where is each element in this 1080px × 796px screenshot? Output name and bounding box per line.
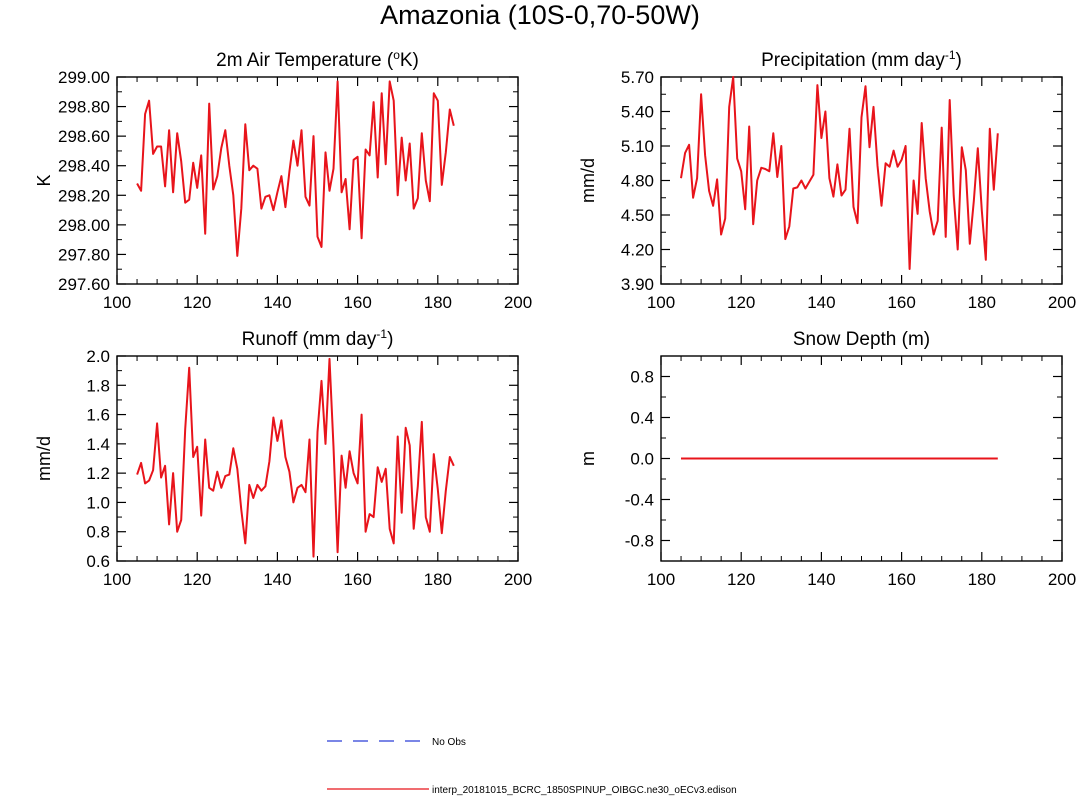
- y-tick-label: 298.20: [58, 186, 110, 205]
- plot-frame: [660, 76, 1063, 285]
- x-tick-label: 100: [103, 570, 131, 589]
- panel-title: 2m Air Temperature (oK): [216, 48, 419, 71]
- legend-label-model: interp_20181015_BCRC_1850SPINUP_OIBGC.ne…: [432, 785, 737, 796]
- y-tick-label: 0.6: [86, 552, 110, 571]
- x-tick-label: 180: [424, 570, 452, 589]
- y-tick-label: 0.4: [630, 409, 654, 428]
- x-tick-label: 120: [183, 293, 211, 312]
- x-tick-label: 140: [263, 570, 291, 589]
- x-tick-label: 120: [727, 570, 755, 589]
- y-tick-label: 0.8: [86, 523, 110, 542]
- y-tick-label: 298.00: [58, 216, 110, 235]
- y-axis-label: mm/d: [34, 436, 54, 481]
- y-tick-label: 5.40: [621, 103, 654, 122]
- y-tick-label: 1.6: [86, 406, 110, 425]
- y-tick-label: 4.80: [621, 172, 654, 191]
- y-tick-label: 5.70: [621, 68, 654, 87]
- x-tick-label: 200: [1048, 570, 1076, 589]
- y-tick-label: 5.10: [621, 137, 654, 156]
- y-tick-label: 299.00: [58, 68, 110, 87]
- panel-2: Precipitation (mm day-1) mm/d 100 120 140 160…: [578, 48, 1076, 312]
- y-tick-label: 298.80: [58, 98, 110, 117]
- y-tick-label: 0.8: [630, 368, 654, 387]
- y-tick-label: 4.20: [621, 241, 654, 260]
- x-tick-label: 180: [968, 293, 996, 312]
- y-tick-label: 0.0: [630, 450, 654, 469]
- x-tick-label: 200: [504, 570, 532, 589]
- panel-title-superscript: -1: [945, 48, 956, 62]
- x-tick-label: 160: [343, 570, 371, 589]
- panel-title-text: 2m Air Temperature (: [216, 50, 394, 71]
- y-tick-label: 3.90: [621, 275, 654, 294]
- y-tick-label: 1.0: [86, 493, 110, 512]
- panel-title-superscript: o: [393, 48, 400, 62]
- y-tick-label: -0.4: [625, 491, 654, 510]
- x-tick-label: 140: [807, 570, 835, 589]
- panel-title-text: Runoff (mm day: [242, 329, 377, 350]
- panel-title-text-end: ): [387, 329, 393, 350]
- x-tick-label: 200: [1048, 293, 1076, 312]
- series-line: [680, 76, 999, 270]
- x-tick-label: 120: [727, 293, 755, 312]
- y-tick-label: -0.8: [625, 532, 654, 551]
- panel-title-text: Precipitation (mm day: [761, 50, 945, 71]
- y-axis-label: K: [34, 174, 54, 186]
- x-tick-label: 160: [887, 570, 915, 589]
- x-tick-label: 120: [183, 570, 211, 589]
- x-tick-label: 100: [103, 293, 131, 312]
- y-tick-label: 297.80: [58, 245, 110, 264]
- y-axis-label: mm/d: [578, 158, 598, 203]
- x-tick-label: 200: [504, 293, 532, 312]
- series-line: [136, 80, 455, 257]
- panel-title: Precipitation (mm day-1): [761, 48, 962, 71]
- y-tick-label: 1.8: [86, 376, 110, 395]
- panel-title-text-end: K): [400, 50, 419, 71]
- y-tick-label: 1.4: [86, 435, 110, 454]
- panel-title-superscript: -1: [376, 327, 387, 341]
- panel-title-text: Snow Depth (m): [793, 329, 930, 350]
- y-tick-label: 298.40: [58, 157, 110, 176]
- x-tick-label: 160: [887, 293, 915, 312]
- x-tick-label: 140: [807, 293, 835, 312]
- series-line: [136, 357, 455, 558]
- x-tick-label: 180: [968, 570, 996, 589]
- y-axis-label: m: [578, 451, 598, 466]
- panel-4: Snow Depth (m) m 100 120 140 160 180 200 -0.8 -0.…: [578, 329, 1076, 589]
- panel-title: Runoff (mm day-1): [242, 327, 394, 350]
- y-tick-label: 4.50: [621, 206, 654, 225]
- x-tick-label: 100: [647, 293, 675, 312]
- y-tick-label: 297.60: [58, 275, 110, 294]
- panel-3: Runoff (mm day-1) mm/d 100 120 140 160 180 200 0…: [34, 327, 532, 589]
- x-tick-label: 180: [424, 293, 452, 312]
- legend-label-no-obs: No Obs: [432, 737, 466, 748]
- figure-title: Amazonia (10S-0,70-50W): [380, 0, 700, 30]
- x-tick-label: 140: [263, 293, 291, 312]
- plot-frame: [116, 76, 519, 285]
- panel-title: Snow Depth (m): [793, 329, 930, 350]
- panel-1: 2m Air Temperature (oK) K 100 120 140 160 180 2…: [34, 48, 532, 312]
- y-tick-label: 2.0: [86, 347, 110, 366]
- x-tick-label: 100: [647, 570, 675, 589]
- y-tick-label: 298.60: [58, 127, 110, 146]
- y-tick-label: 1.2: [86, 464, 110, 483]
- x-tick-label: 160: [343, 293, 371, 312]
- legend: No Obs interp_20181015_BCRC_1850SPINUP_O…: [327, 737, 737, 796]
- panel-title-text-end: ): [956, 50, 962, 71]
- panels: 2m Air Temperature (oK) K 100 120 140 160 180 2…: [34, 48, 1076, 589]
